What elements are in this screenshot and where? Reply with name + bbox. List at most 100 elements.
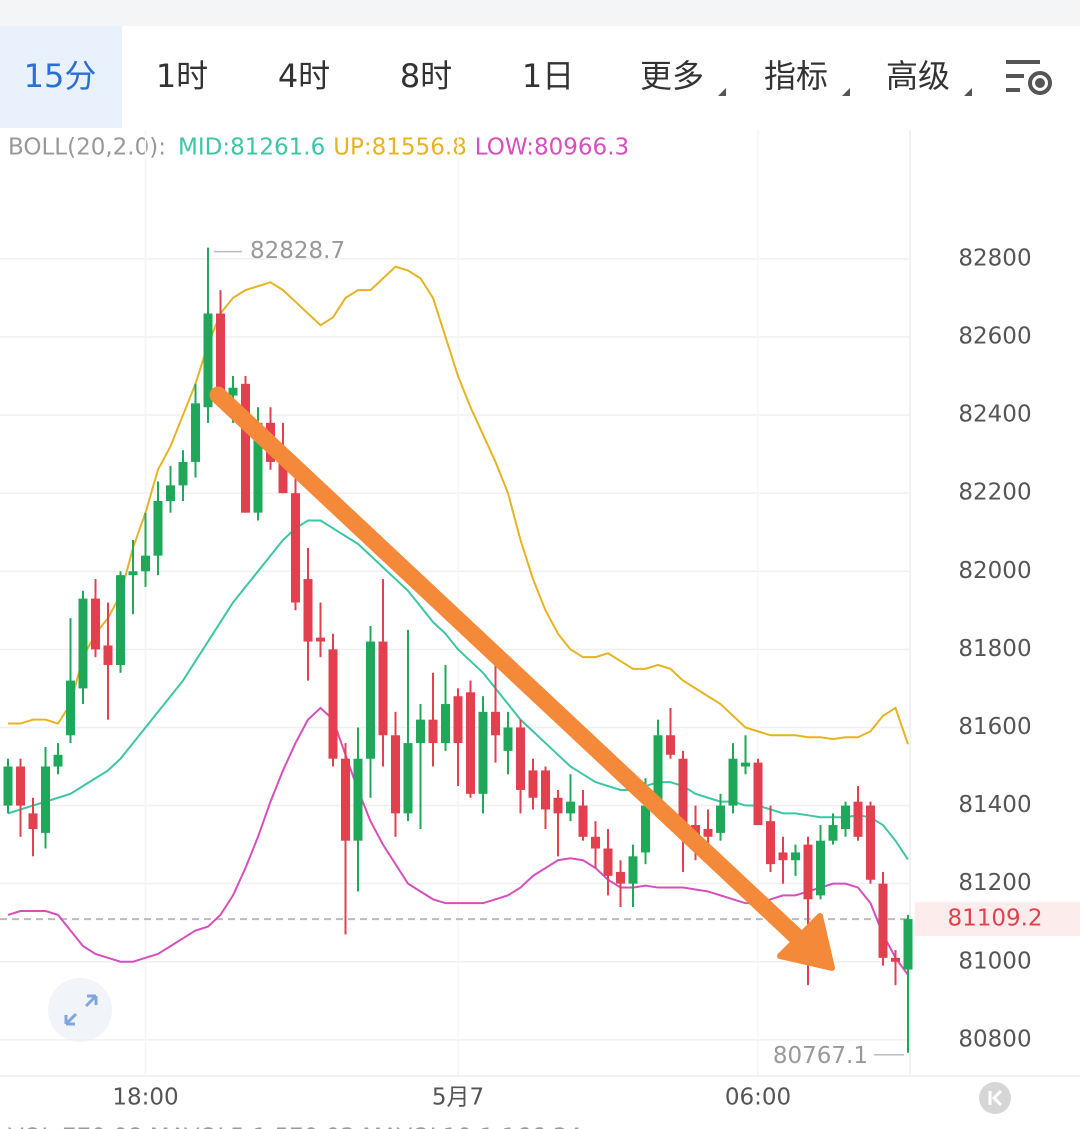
tab[interactable]: 15分: [24, 57, 97, 95]
dropdown-caret: [842, 88, 850, 96]
low-label: 80767.1: [773, 1043, 868, 1069]
candle-body: [66, 680, 75, 736]
status-strip: [0, 0, 1080, 26]
candle-body: [178, 461, 188, 486]
candle-body: [728, 758, 738, 806]
candle-body: [853, 801, 863, 837]
candle-body: [653, 735, 663, 806]
candle-body: [478, 711, 488, 794]
settings-icon[interactable]: [1006, 60, 1052, 95]
candle-body: [341, 758, 350, 841]
x-tick-label: 5月7: [432, 1085, 484, 1111]
candle-body: [841, 805, 850, 829]
expand-icon: [64, 994, 98, 1026]
candle-body: [566, 801, 575, 814]
y-tick-label: 82800: [958, 245, 1031, 271]
volume-line: VOL:770.08 MAVOL5:1,570.03 MAVOL10:1,166…: [8, 1125, 582, 1129]
candle-body: [228, 387, 238, 396]
x-tick-label: 06:00: [725, 1085, 791, 1111]
icon-gear-core: [1035, 78, 1045, 88]
candle-body: [316, 637, 325, 642]
candle-body: [616, 871, 625, 884]
candle-body: [328, 649, 338, 759]
legend-entry: MID:81261.6: [178, 135, 325, 161]
candle-body: [903, 919, 913, 970]
candle-body: [241, 383, 250, 513]
candle-body: [503, 727, 513, 751]
candle-body: [878, 883, 888, 958]
y-tick-label: 81000: [958, 948, 1031, 974]
candle-body: [378, 641, 388, 736]
candle-body: [53, 754, 63, 767]
candle-body: [441, 704, 450, 744]
y-tick-label: 82200: [958, 480, 1031, 506]
candle-body: [541, 770, 550, 810]
y-tick-label: 81600: [958, 714, 1031, 740]
tab[interactable]: 8时: [400, 57, 452, 95]
candle-body: [403, 743, 413, 814]
candle-body: [253, 422, 263, 513]
tab[interactable]: 4时: [278, 57, 330, 95]
tab[interactable]: 指标: [764, 57, 828, 95]
candle-body: [678, 758, 688, 833]
candle-body: [603, 848, 613, 876]
candle-body: [703, 828, 713, 837]
candle-body: [866, 805, 875, 880]
dropdown-caret: [718, 88, 726, 96]
candle-body: [828, 825, 838, 841]
candle-body: [578, 805, 588, 837]
current-price-label: 81109.2: [947, 906, 1042, 932]
y-tick-label: 81200: [958, 870, 1031, 896]
candle-body: [353, 758, 363, 841]
tab[interactable]: 1时: [156, 57, 208, 95]
tab[interactable]: 高级: [886, 57, 950, 95]
candle-body: [766, 821, 775, 865]
x-tick-label: 18:00: [112, 1085, 178, 1111]
candle-body: [91, 598, 100, 650]
high-label: 82828.7: [250, 238, 345, 264]
legend-entry: LOW:80966.3: [475, 135, 629, 161]
indicator-name: BOLL(20,2.0):: [8, 135, 166, 161]
candle-body: [803, 844, 813, 900]
candle-body: [278, 461, 288, 494]
candle-body: [116, 575, 125, 665]
y-tick-label: 80800: [958, 1026, 1031, 1052]
candle-body: [3, 766, 13, 806]
candle-body: [203, 313, 213, 408]
candle-body: [641, 805, 650, 853]
candle-body: [291, 493, 300, 603]
active-tab-bg: [0, 26, 122, 128]
y-tick-label: 82400: [958, 402, 1031, 428]
candle-body: [891, 957, 900, 962]
candle-body: [528, 770, 538, 798]
candle-body: [516, 727, 525, 790]
y-tick-label: 82000: [958, 558, 1031, 584]
y-tick-label: 82600: [958, 323, 1031, 349]
candle-body: [466, 692, 475, 794]
icon-gear: [1028, 71, 1052, 95]
tab[interactable]: 1日: [522, 57, 574, 95]
candle-body: [753, 762, 763, 826]
current-price-tag: [915, 902, 1080, 937]
expand-button[interactable]: [48, 978, 112, 1042]
trend-arrow-shaft: [209, 386, 809, 949]
candle-body: [628, 856, 638, 884]
candle-body: [716, 805, 725, 833]
candle-body: [216, 313, 225, 392]
y-tick-label: 81800: [958, 636, 1031, 662]
candle-body: [416, 719, 425, 744]
candle-body: [391, 735, 400, 814]
dropdown-caret: [964, 88, 972, 96]
candle-body: [103, 645, 113, 665]
candle-body: [428, 719, 438, 744]
candle-body: [166, 485, 175, 501]
candle-body: [591, 836, 600, 849]
candle-body: [78, 598, 88, 689]
tab[interactable]: 更多: [640, 57, 704, 95]
candle-body: [28, 813, 38, 829]
legend-entry: UP:81556.8: [333, 135, 467, 161]
trend-arrow-head: [777, 913, 835, 971]
boll-line: [8, 265, 909, 745]
